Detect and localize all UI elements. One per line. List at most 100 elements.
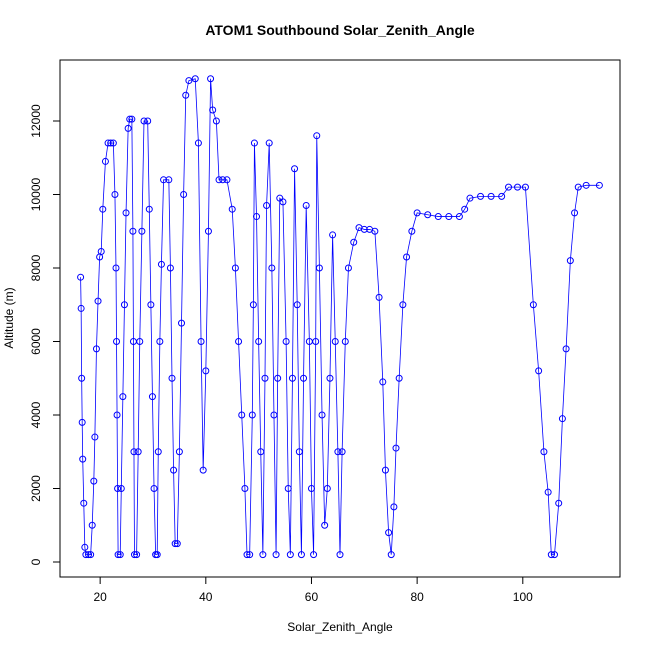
point — [197, 338, 205, 346]
point — [154, 448, 162, 456]
point — [550, 551, 558, 559]
point — [204, 227, 212, 235]
point — [302, 202, 310, 210]
point — [272, 551, 280, 559]
point — [246, 551, 254, 559]
point — [555, 499, 563, 507]
point — [250, 139, 258, 147]
point — [148, 393, 156, 401]
series-line — [80, 78, 600, 556]
point — [329, 231, 337, 239]
point — [77, 304, 85, 312]
point — [120, 301, 128, 309]
point — [182, 91, 190, 99]
point — [360, 225, 368, 233]
point — [408, 227, 416, 235]
point — [312, 338, 320, 346]
point — [109, 139, 117, 147]
point — [199, 466, 207, 474]
point — [321, 521, 329, 529]
point — [331, 338, 339, 346]
point — [255, 338, 263, 346]
point — [257, 448, 265, 456]
point — [91, 433, 99, 441]
point — [126, 115, 134, 123]
point — [113, 411, 121, 419]
point — [85, 551, 93, 559]
y-tick-label: 0 — [29, 558, 43, 565]
point — [90, 477, 98, 485]
point — [207, 75, 215, 83]
x-tick-label: 40 — [199, 590, 213, 604]
plot-frame — [59, 59, 621, 578]
x-tick-label: 80 — [410, 590, 424, 604]
point — [92, 345, 100, 353]
chart-title: ATOM1 Southbound Solar_Zenith_Angle — [205, 22, 475, 38]
y-tick-label: 2000 — [29, 475, 43, 502]
point — [122, 209, 130, 217]
point — [284, 485, 292, 493]
point — [392, 444, 400, 452]
point — [145, 205, 153, 213]
point — [238, 411, 246, 419]
point — [395, 374, 403, 382]
point — [243, 551, 251, 559]
point — [219, 176, 227, 184]
point — [461, 205, 469, 213]
point — [544, 488, 552, 496]
point — [558, 415, 566, 423]
point — [82, 551, 90, 559]
point — [307, 485, 315, 493]
point — [104, 139, 112, 147]
point — [223, 176, 231, 184]
point — [434, 213, 442, 221]
point — [313, 132, 321, 140]
point — [165, 176, 173, 184]
point — [315, 264, 323, 272]
point — [94, 297, 102, 305]
point — [270, 411, 278, 419]
point — [249, 301, 257, 309]
point — [194, 139, 202, 147]
point — [350, 238, 358, 246]
point — [160, 176, 168, 184]
point — [424, 211, 432, 219]
point — [114, 485, 122, 493]
point — [168, 374, 176, 382]
point — [261, 374, 269, 382]
point — [130, 551, 138, 559]
point — [323, 485, 331, 493]
point — [180, 191, 188, 199]
point — [265, 139, 273, 147]
y-tick-label: 6000 — [29, 328, 43, 355]
point — [399, 301, 407, 309]
point — [144, 117, 152, 125]
x-tick-label: 60 — [305, 590, 319, 604]
x-tick-label: 100 — [513, 590, 533, 604]
point — [413, 209, 421, 217]
point — [215, 176, 223, 184]
point — [498, 192, 506, 200]
point — [138, 227, 146, 235]
point — [114, 551, 122, 559]
point — [445, 213, 453, 221]
point — [241, 485, 249, 493]
point — [150, 485, 158, 493]
point — [134, 448, 142, 456]
point — [157, 260, 165, 268]
point — [88, 521, 96, 529]
point — [571, 209, 579, 217]
point — [375, 293, 383, 301]
point — [505, 183, 513, 191]
point — [381, 466, 389, 474]
point — [341, 338, 349, 346]
point — [133, 551, 141, 559]
point — [248, 411, 256, 419]
point — [78, 374, 86, 382]
point — [566, 257, 574, 265]
point — [477, 192, 485, 200]
point — [202, 367, 210, 375]
point — [291, 165, 299, 173]
